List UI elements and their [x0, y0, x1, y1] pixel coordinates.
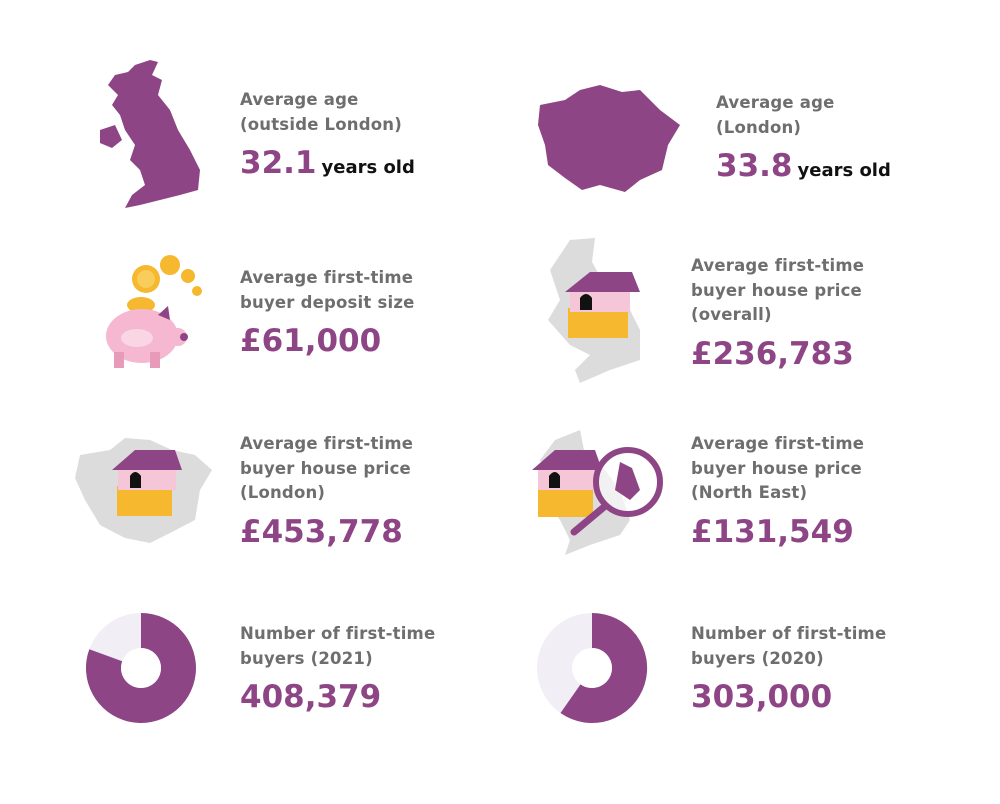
stat-label: Average age [716, 93, 835, 112]
stat-value: 408,379 [240, 679, 382, 715]
stat-label: (London) [240, 483, 326, 502]
stat-label: buyer deposit size [240, 292, 415, 312]
stat-label: buyer house price [691, 280, 862, 300]
house-uk-icon [548, 238, 640, 383]
stat-item: Average first-time buyer deposit size £61,… [240, 266, 415, 363]
stat-value: 33.8 [716, 148, 793, 184]
stat-label: Average first-time [691, 256, 865, 275]
stat-value: 32.1 [240, 145, 317, 181]
stat-label: buyer house price [691, 458, 862, 478]
stat-label: (outside London) [240, 114, 402, 134]
stat-unit: years old [797, 160, 891, 181]
stat-value-line: £236,783 [691, 332, 864, 376]
stat-item: Number of first-time buyers (2020) 303,000 [691, 622, 886, 719]
stat-label: buyers (2020) [691, 648, 824, 668]
stat-item: Number of first-time buyers (2021) 408,379 [240, 622, 435, 719]
stat-label: Number of first-time [240, 624, 436, 643]
stat-item: Average first-time buyer house price (over… [691, 254, 864, 376]
piggy-bank-icon [106, 255, 202, 368]
stat-item: Average age (outside London) 32.1 years old [240, 88, 415, 190]
stat-label: buyer house price [240, 458, 411, 478]
stat-label: (London) [716, 117, 802, 137]
stat-value-line: 408,379 [240, 675, 435, 719]
stat-item: Average age (London) 33.8 years old [716, 91, 891, 193]
stat-label: (overall) [691, 305, 772, 324]
stat-value-line: £61,000 [240, 319, 415, 363]
stat-unit: years old [321, 157, 415, 178]
house-london-icon [75, 438, 212, 543]
stat-label: Number of first-time [691, 624, 887, 643]
stat-value-line: £131,549 [691, 510, 864, 554]
stat-label: Average age [240, 90, 359, 109]
stat-value: £61,000 [240, 323, 382, 359]
stat-value-line: £453,778 [240, 510, 413, 554]
stat-value-line: 32.1 years old [240, 141, 415, 190]
stat-item: Average first-time buyer house price (Lond… [240, 432, 413, 554]
stat-value: 303,000 [691, 679, 833, 715]
stat-value-line: 303,000 [691, 675, 886, 719]
stat-label: Average first-time [691, 434, 865, 453]
stat-value-line: 33.8 years old [716, 144, 891, 193]
stat-item: Average first-time buyer house price (Nort… [691, 432, 864, 554]
house-north-east-icon [532, 430, 663, 555]
stat-value: £453,778 [240, 513, 403, 550]
donut-2020-icon [537, 612, 648, 723]
stat-value: £236,783 [691, 335, 854, 372]
stat-label: (North East) [691, 483, 808, 502]
stat-label: buyers (2021) [240, 648, 373, 668]
stat-label: Average first-time [240, 268, 414, 287]
london-map-icon [538, 85, 680, 192]
stat-label: Average first-time [240, 434, 414, 453]
stat-value: £131,549 [691, 513, 854, 550]
donut-2021-icon [85, 613, 196, 723]
uk-map-icon [100, 60, 200, 208]
